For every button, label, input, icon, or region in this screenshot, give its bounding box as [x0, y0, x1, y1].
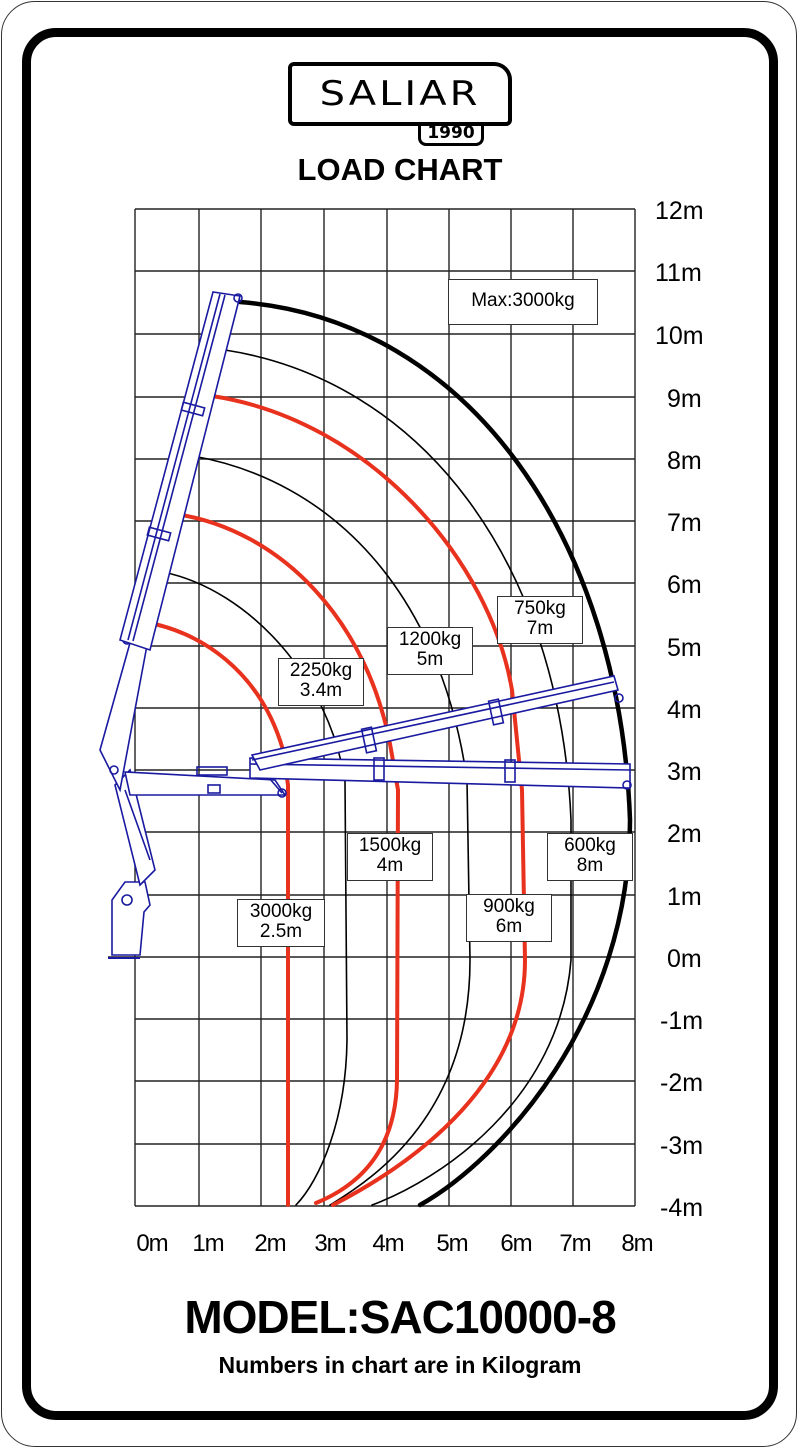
y-tick: 6m: [667, 571, 702, 599]
crane-horizontal-extension: [249, 757, 631, 789]
load-kg: 2250kg: [289, 660, 353, 681]
brand-logo: SALIAR: [288, 62, 512, 126]
load-label-600kg: 600kg 8m: [547, 833, 633, 881]
load-reach: 7m: [526, 618, 554, 639]
x-tick: 8m: [621, 1230, 653, 1257]
load-reach: 6m: [495, 916, 523, 937]
load-reach: 2.5m: [259, 921, 303, 942]
x-tick: 5m: [436, 1230, 468, 1257]
model-name: MODEL:SAC10000-8: [184, 1291, 616, 1343]
y-tick: -4m: [660, 1194, 704, 1222]
load-label-1200kg: 1200kg 5m: [387, 627, 473, 675]
y-tick: 3m: [667, 758, 702, 786]
curve-900kg: [210, 394, 528, 1207]
y-tick: 1m: [667, 883, 702, 911]
crane-base: [111, 881, 151, 956]
load-label-900kg: 900kg 6m: [466, 894, 552, 942]
chart-title: LOAD CHART: [297, 152, 503, 187]
curve-1200kg-black: [192, 455, 471, 1206]
y-tick: 5m: [667, 634, 702, 662]
grid: [108, 208, 636, 1207]
x-tick: 6m: [500, 1230, 532, 1257]
load-kg: 900kg: [483, 896, 535, 917]
curve-3000kg: [143, 620, 290, 1207]
y-tick: 0m: [667, 945, 702, 973]
y-tick: 7m: [667, 509, 702, 537]
units-note: Numbers in chart are in Kilogram: [218, 1352, 582, 1378]
load-label-3000kg: 3000kg 2.5m: [237, 899, 325, 947]
y-tick: 8m: [667, 447, 702, 475]
y-tick: -1m: [660, 1007, 704, 1035]
brand-name: SALIAR: [319, 74, 481, 114]
curve-750kg-black: [224, 349, 572, 1206]
y-tick: 10m: [655, 322, 704, 350]
load-kg: 3000kg: [249, 901, 313, 922]
brand-year: 1990: [418, 124, 484, 146]
load-reach: 5m: [416, 649, 444, 670]
y-tick: -3m: [660, 1132, 704, 1160]
crane-inclined-extension: [250, 675, 620, 771]
y-tick: 2m: [667, 820, 702, 848]
crane-drawing: [99, 291, 632, 959]
load-kg: 750kg: [514, 598, 566, 619]
load-reach: 4m: [376, 855, 404, 876]
y-tick: 11m: [655, 259, 702, 287]
load-reach: 3.4m: [299, 680, 343, 701]
load-label-1500kg: 1500kg 4m: [347, 833, 433, 881]
x-tick: 3m: [314, 1230, 346, 1257]
load-label-2250kg: 2250kg 3.4m: [278, 658, 364, 706]
load-kg: 1500kg: [358, 835, 422, 856]
y-tick: -2m: [660, 1069, 704, 1097]
curve-600kg-outer: [237, 299, 633, 1208]
y-tick: 12m: [655, 197, 704, 225]
y-tick: 9m: [667, 385, 702, 413]
x-tick: 0m: [136, 1230, 168, 1257]
load-kg: 1200kg: [398, 629, 462, 650]
max-capacity-label: Max:3000kg: [448, 279, 598, 325]
x-tick: 4m: [372, 1230, 404, 1257]
load-kg: 600kg: [564, 835, 616, 856]
y-tick: 4m: [667, 696, 702, 724]
load-reach: 8m: [576, 855, 604, 876]
x-tick: 2m: [254, 1230, 286, 1257]
inner-frame: [22, 28, 778, 1420]
load-label-750kg: 750kg 7m: [497, 596, 583, 644]
x-tick: 7m: [559, 1230, 591, 1257]
x-tick: 1m: [192, 1230, 224, 1257]
